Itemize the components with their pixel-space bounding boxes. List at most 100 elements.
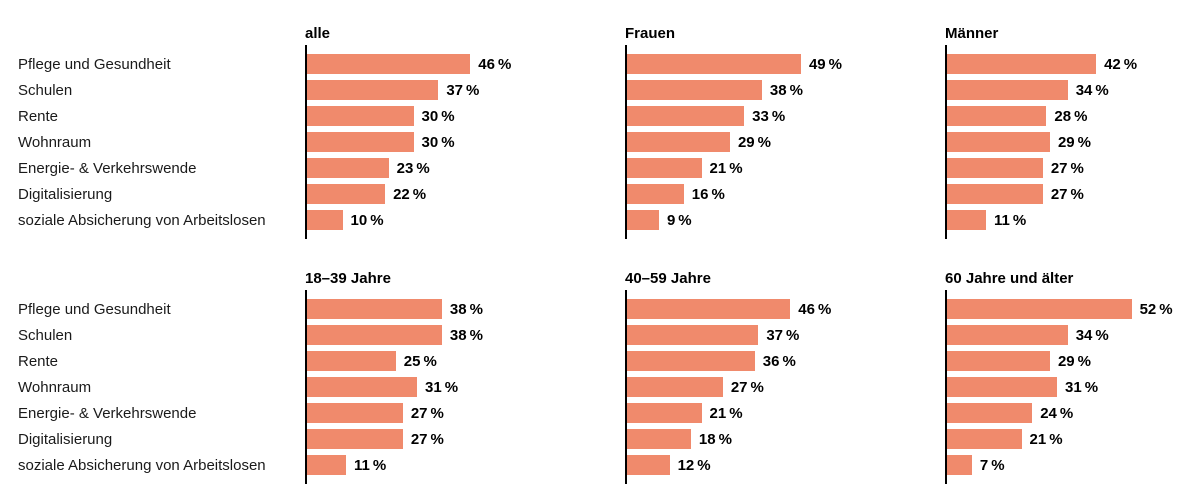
value-label: 37 % [446,81,480,99]
bar [307,80,439,100]
bar [947,158,1043,178]
bar-row: 52 % [947,296,1200,322]
bar-row: 21 % [627,155,945,181]
bar [627,455,670,475]
value-label: 29 % [1057,133,1091,151]
category-label: soziale Absicherung von Arbeitslosen [18,211,266,229]
panel-title: 40–59 Jahre [625,270,711,287]
bar-row: 37 % [627,322,945,348]
bar [947,299,1132,319]
value-label: 24 % [1040,404,1074,422]
category-label: soziale Absicherung von Arbeitslosen [18,456,266,474]
value-label: 30 % [421,107,455,125]
bar [947,210,987,230]
value-label: 21 % [1029,430,1063,448]
value-label: 11 % [354,456,387,474]
y-axis-line [625,45,627,239]
value-label: 33 % [752,107,786,125]
value-label: 28 % [1054,107,1088,125]
value-label: 27 % [410,404,444,422]
bar-row: 21 % [947,426,1200,452]
value-label: 30 % [421,133,455,151]
bar [307,351,396,371]
bar [947,80,1068,100]
value-label: 27 % [410,430,444,448]
value-label: 46 % [478,55,512,73]
bar-row: 38 % [627,77,945,103]
value-label: 38 % [449,300,483,318]
y-axis-line [625,290,627,484]
bar [947,429,1022,449]
value-label: 29 % [737,133,771,151]
bar-row: 21 % [627,400,945,426]
bars-area: 46 % 37 % 30 % 30 % 23 % 22 % 10 % [305,45,625,239]
value-label: 46 % [798,300,832,318]
bar-row: 33 % [627,103,945,129]
bar [627,377,723,397]
bar-row: 23 % [307,155,625,181]
category-label: Pflege und Gesundheit [18,55,171,73]
bar-row: 25 % [307,348,625,374]
bars-area: 52 % 34 % 29 % 31 % 24 % 21 % 7 % [945,290,1200,484]
chart-panel: Frauen 49 % 38 % 33 % 29 % 21 % 16 % 9 % [625,25,945,239]
bar [307,54,471,74]
bar [307,403,403,423]
bars-area: 38 % 38 % 25 % 31 % 27 % 27 % 11 % [305,290,625,484]
bar-row: 28 % [947,103,1200,129]
bar [307,429,403,449]
bar [627,299,791,319]
category-label: Rente [18,352,59,370]
value-label: 49 % [808,55,842,73]
bar [627,403,702,423]
bar-row: 10 % [307,207,625,233]
y-axis-line [305,290,307,484]
value-label: 29 % [1057,352,1091,370]
bar [627,184,684,204]
bar [307,325,442,345]
value-label: 52 % [1139,300,1173,318]
value-label: 12 % [677,456,711,474]
bar-row: 22 % [307,181,625,207]
category-label: Pflege und Gesundheit [18,300,171,318]
value-label: 21 % [709,404,743,422]
bar-row: 34 % [947,77,1200,103]
y-axis-line [305,45,307,239]
panel-title: 18–39 Jahre [305,270,391,287]
category-label: Digitalisierung [18,185,113,203]
bar [627,54,801,74]
bar [627,106,745,126]
panel-title: Männer [945,25,999,42]
bar [307,132,414,152]
bar [947,377,1058,397]
category-label: Schulen [18,81,73,99]
category-label-column: Pflege und Gesundheit Schulen Rente Wohnrau… [0,25,305,233]
panel-title: Frauen [625,25,676,42]
bars-area: 46 % 37 % 36 % 27 % 21 % 18 % 12 % [625,290,945,484]
bar-row: 11 % [947,207,1200,233]
value-label: 34 % [1075,326,1109,344]
category-label: Wohnraum [18,378,92,396]
bar-row: 27 % [307,426,625,452]
bar [307,299,442,319]
bar-row: 38 % [307,296,625,322]
bar [627,132,730,152]
bar-row: 7 % [947,452,1200,478]
bar [627,80,762,100]
bar-row: 36 % [627,348,945,374]
bar [947,325,1068,345]
value-label: 42 % [1104,55,1138,73]
bar [307,455,347,475]
bar-row: 9 % [627,207,945,233]
bar-row: 29 % [947,129,1200,155]
value-label: 38 % [449,326,483,344]
bar [627,158,702,178]
bar-row: 49 % [627,51,945,77]
bar [627,210,659,230]
chart-panel: 40–59 Jahre 46 % 37 % 36 % 27 % 21 % 18 % 12 % [625,270,945,484]
bar-row: 24 % [947,400,1200,426]
bar [947,106,1047,126]
value-label: 16 % [691,185,725,203]
y-axis-line [945,290,947,484]
bar-row: 31 % [947,374,1200,400]
value-label: 18 % [698,430,732,448]
